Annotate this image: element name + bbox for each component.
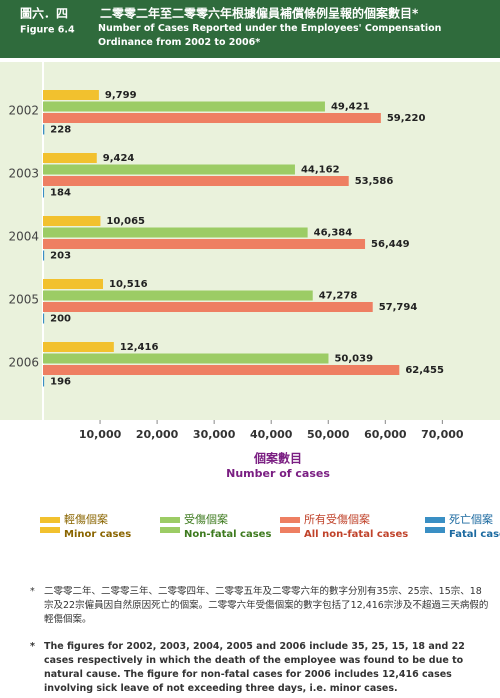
bar (43, 290, 313, 301)
bar (43, 176, 349, 186)
value-label: 56,449 (371, 239, 410, 250)
y-tick-label: 2002 (8, 104, 39, 118)
x-tick-label: 60,000 (364, 428, 407, 441)
bar (43, 90, 99, 100)
value-label: 9,799 (105, 90, 137, 101)
x-label-zh: 個案數目 (253, 451, 302, 466)
legend-label: Non-fatal cases (184, 529, 271, 540)
x-label: Number of cases (226, 467, 330, 480)
bar (43, 164, 295, 175)
bar (43, 113, 381, 123)
value-label: 10,516 (109, 279, 148, 290)
value-label: 47,278 (319, 291, 358, 302)
title-zh: 二零零二年至二零零六年根據僱員補償條例呈報的個案數目* (100, 6, 419, 21)
footnote-marker: * (30, 586, 35, 597)
bar (43, 365, 400, 375)
footnote-text: The figures for 2002, 2003, 2004, 2005 a… (44, 641, 465, 694)
legend-label: All non-fatal cases (304, 529, 408, 540)
legend-label-zh: 受傷個案 (184, 512, 228, 526)
bar (43, 376, 45, 387)
bar (43, 250, 45, 261)
footnote: * The figures for 2002, 2003, 2004, 2005 … (30, 640, 490, 696)
value-label: 59,220 (387, 113, 426, 124)
value-label: 12,416 (120, 342, 159, 353)
figure-label: 圖六．四 (20, 6, 68, 21)
value-label: 50,039 (334, 354, 373, 365)
y-tick-label: 2004 (8, 230, 39, 244)
value-label: 200 (50, 314, 71, 325)
legend-swatch (160, 517, 180, 523)
legend-label-zh: 死亡個案 (449, 512, 493, 526)
value-label: 10,065 (106, 216, 145, 227)
x-tick-label: 20,000 (136, 428, 179, 441)
value-label: 203 (50, 251, 71, 262)
x-tick-label: 10,000 (79, 428, 122, 441)
header-band (0, 0, 500, 58)
value-label: 184 (50, 188, 71, 199)
legend-label-zh: 輕傷個案 (64, 512, 108, 526)
figure-label-en: Figure 6.4 (20, 25, 75, 36)
bar (43, 227, 308, 238)
value-label: 44,162 (301, 165, 340, 176)
legend-label: Fatal cases (449, 529, 500, 540)
bar (43, 153, 97, 163)
value-label: 196 (50, 377, 71, 388)
value-label: 9,424 (103, 153, 135, 164)
value-label: 62,455 (405, 365, 444, 376)
bar (43, 124, 45, 135)
legend-swatch (40, 517, 60, 523)
y-tick-label: 2003 (8, 167, 39, 181)
value-label: 49,421 (331, 102, 370, 113)
legend-swatch (40, 527, 60, 533)
value-label: 228 (50, 125, 71, 136)
title: Number of Cases Reported under the Emplo… (98, 23, 442, 48)
bar (43, 342, 114, 352)
title-box: Number of Cases Reported under the Emplo… (98, 23, 442, 48)
value-label: 53,586 (355, 176, 394, 187)
bar (43, 353, 329, 364)
legend-swatch (160, 527, 180, 533)
legend-swatch (280, 517, 300, 523)
legend-swatch (425, 527, 445, 533)
legend-label: Minor cases (64, 529, 131, 540)
x-tick-label: 30,000 (193, 428, 236, 441)
value-label: 46,384 (314, 228, 353, 239)
value-label: 57,794 (379, 302, 418, 313)
legend-label-zh: 所有受傷個案 (304, 512, 370, 526)
footnote-text: 二零零二年、二零零三年、二零零四年、二零零五年及二零零六年的數字分別有35宗、2… (44, 586, 489, 625)
x-tick-label: 70,000 (421, 428, 464, 441)
y-tick-label: 2005 (8, 293, 39, 307)
x-tick-label: 40,000 (250, 428, 293, 441)
bar (43, 313, 45, 324)
footnote-marker: * (30, 641, 35, 652)
bar (43, 187, 45, 198)
chart: 圖六．四 二零零二年至二零零六年根據僱員補償條例呈報的個案數目* Figure … (0, 0, 500, 540)
legend-swatch (280, 527, 300, 533)
bar (43, 216, 101, 226)
bar (43, 239, 366, 249)
x-tick-label: 50,000 (307, 428, 350, 441)
y-tick-label: 2006 (8, 356, 39, 370)
bar (43, 101, 325, 112)
footnote: * 二零零二年、二零零三年、二零零四年、二零零五年及二零零六年的數字分別有35宗、… (30, 585, 490, 627)
legend-swatch (425, 517, 445, 523)
bar (43, 302, 373, 312)
bar (43, 279, 103, 289)
